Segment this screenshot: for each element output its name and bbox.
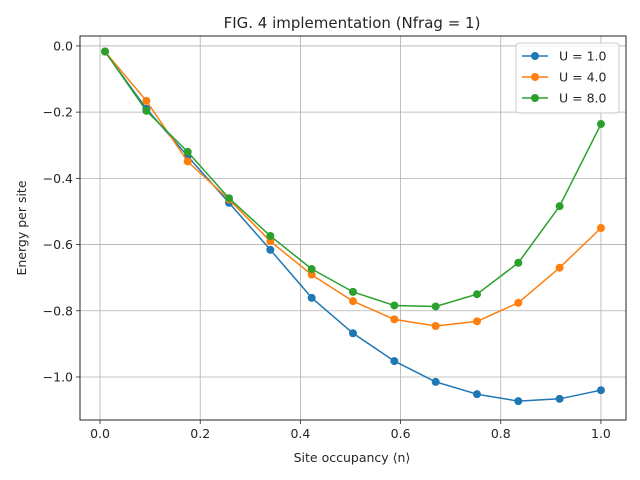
data-point [472, 390, 481, 399]
y-tick-label: −0.6 [43, 237, 73, 252]
data-point [596, 120, 605, 129]
grid [80, 36, 626, 420]
data-point [514, 397, 523, 406]
data-point [349, 329, 357, 338]
data-point [431, 321, 440, 330]
data-point [555, 202, 564, 211]
legend-marker [531, 52, 539, 60]
y-tick-label: −0.8 [43, 303, 73, 318]
plot-frame [79, 35, 627, 421]
data-point [266, 231, 275, 240]
x-axis-label: Site occupancy ⟨n⟩ [294, 450, 411, 465]
y-tick-label: −0.2 [43, 105, 73, 120]
data-point [142, 106, 151, 115]
y-tick-label: 0.0 [53, 38, 73, 53]
x-axis: 0.0 0.2 0.4 0.6 0.8 1.0 [90, 420, 611, 441]
y-axis-label: Energy per site [14, 180, 29, 275]
x-tick-label: 0.6 [391, 426, 411, 441]
data-point [555, 263, 564, 272]
data-point [596, 224, 605, 232]
data-point [307, 265, 316, 274]
x-tick-label: 0.8 [491, 426, 511, 441]
data-point [514, 258, 523, 267]
data-point [101, 47, 110, 56]
legend-marker [531, 73, 539, 81]
data-point [390, 315, 399, 324]
legend-label: U = 8.0 [559, 91, 606, 106]
series-layer [101, 47, 605, 406]
data-point [390, 357, 399, 366]
data-point [307, 270, 316, 279]
y-axis: 0.0 −0.2 −0.4 −0.6 −0.8 −1.0 [43, 38, 80, 384]
data-point [349, 287, 357, 296]
series-3 [101, 47, 605, 311]
x-tick-label: 0.4 [290, 426, 310, 441]
data-point [555, 394, 564, 403]
y-tick-label: −0.4 [43, 171, 73, 186]
legend-label: U = 4.0 [559, 70, 606, 85]
data-point [307, 293, 316, 302]
x-tick-label: 0.2 [190, 426, 210, 441]
y-tick-label: −1.0 [43, 369, 73, 384]
x-tick-label: 0.0 [90, 426, 110, 441]
data-point [596, 386, 605, 395]
data-point [183, 147, 192, 156]
data-point [431, 377, 440, 386]
data-point [472, 317, 481, 326]
data-point [349, 297, 357, 306]
legend: U = 1.0 U = 4.0 U = 8.0 [515, 42, 620, 114]
data-point [266, 245, 275, 254]
legend-box [515, 42, 620, 114]
data-point [225, 194, 234, 203]
data-point [390, 301, 399, 310]
data-point [183, 157, 192, 166]
data-point [431, 302, 440, 311]
legend-marker [531, 94, 539, 102]
x-tick-label: 1.0 [591, 426, 611, 441]
data-point [472, 290, 481, 299]
data-point [514, 298, 523, 307]
legend-label: U = 1.0 [559, 49, 606, 64]
data-point [142, 96, 151, 105]
chart-title: FIG. 4 implementation (Nfrag = 1) [224, 14, 481, 32]
